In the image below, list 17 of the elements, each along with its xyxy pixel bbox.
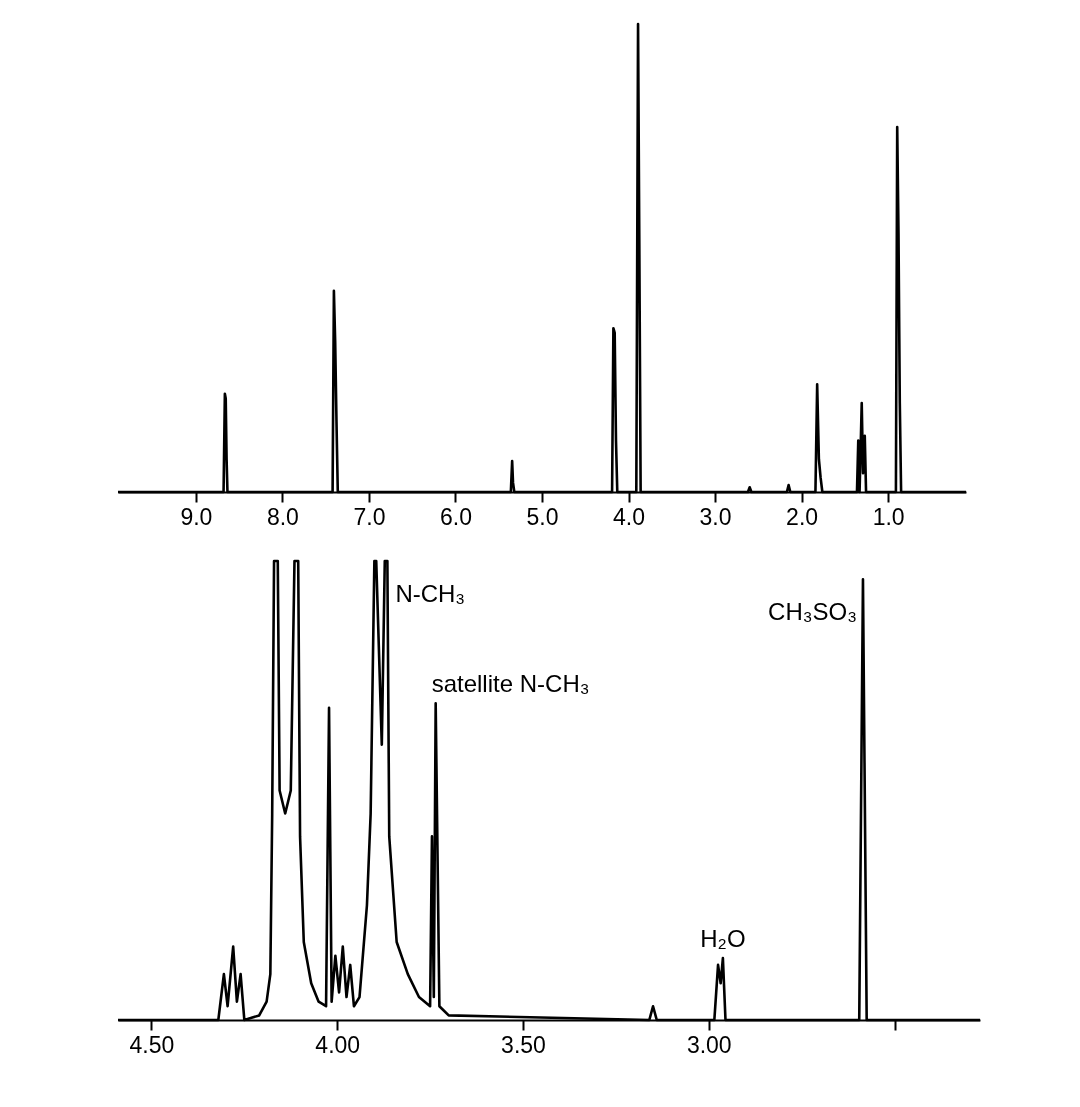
annotation: satellite N-CH₃ [431,670,590,698]
x-tick-label: 3.00 [686,1031,732,1058]
x-tick-label: 3.50 [501,1031,546,1058]
x-tick-label: 1.0 [872,503,905,530]
x-tick-label: 9.0 [180,503,213,530]
x-tick-label: 5.0 [526,503,559,530]
annotation: N-CH₃ [395,580,466,607]
x-tick-label: 2.0 [786,503,819,530]
x-tick-label: 7.0 [353,503,386,530]
annotation: CH₃SO₃ [768,598,857,626]
x-tick-label: 6.0 [439,503,472,530]
x-tick-label: 8.0 [266,503,299,530]
x-tick-label: 4.50 [129,1031,175,1058]
x-tick-label: 3.0 [699,503,732,530]
annotation: H₂O [700,925,746,953]
x-tick-label: 4.00 [315,1031,361,1058]
x-tick-label: 4.0 [613,503,646,530]
